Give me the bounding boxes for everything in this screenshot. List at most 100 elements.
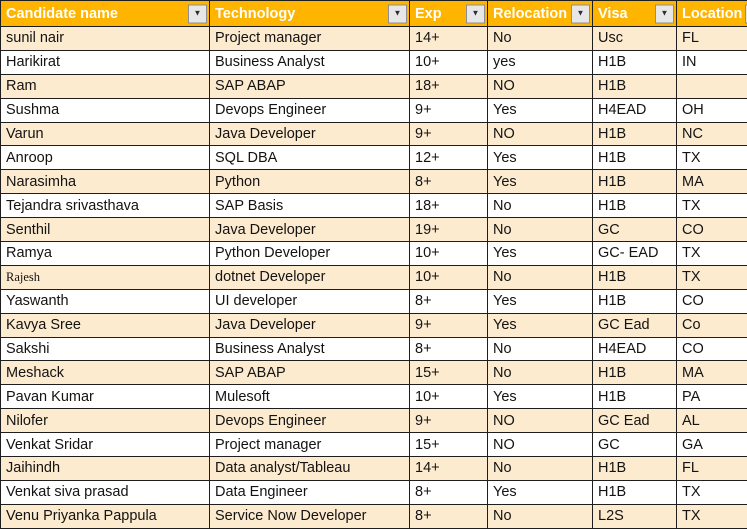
cell-exp[interactable]: 19+ xyxy=(409,217,488,243)
cell-visa[interactable]: GC xyxy=(592,217,677,243)
cell-exp[interactable]: 18+ xyxy=(409,193,488,219)
cell-relocation[interactable]: Yes xyxy=(487,145,593,171)
cell-exp[interactable]: 8+ xyxy=(409,503,488,529)
cell-visa[interactable]: H1B xyxy=(592,49,677,75)
cell-candidate[interactable]: Rajesh xyxy=(0,264,210,290)
cell-relocation[interactable]: Yes xyxy=(487,288,593,314)
cell-technology[interactable]: Java Developer xyxy=(209,217,410,243)
cell-location[interactable]: CO xyxy=(676,336,747,362)
cell-exp[interactable]: 15+ xyxy=(409,432,488,458)
cell-location[interactable]: CO xyxy=(676,217,747,243)
cell-visa[interactable]: Usc xyxy=(592,26,677,51)
cell-visa[interactable]: H4EAD xyxy=(592,97,677,123)
cell-location[interactable]: OH xyxy=(676,97,747,123)
cell-candidate[interactable]: Pavan Kumar xyxy=(0,384,210,410)
cell-exp[interactable]: 8+ xyxy=(409,479,488,505)
column-header-exp[interactable]: Exp ▼ xyxy=(409,0,488,27)
cell-candidate[interactable]: Sakshi xyxy=(0,336,210,362)
cell-visa[interactable]: L2S xyxy=(592,503,677,529)
cell-technology[interactable]: SAP ABAP xyxy=(209,360,410,386)
cell-relocation[interactable]: No xyxy=(487,193,593,219)
cell-exp[interactable]: 9+ xyxy=(409,408,488,434)
column-header-candidate[interactable]: Candidate name ▼ xyxy=(0,0,210,27)
cell-technology[interactable]: SAP Basis xyxy=(209,193,410,219)
cell-relocation[interactable]: Yes xyxy=(487,479,593,505)
cell-location[interactable]: IN xyxy=(676,49,747,75)
cell-location[interactable]: FL xyxy=(676,26,747,51)
cell-relocation[interactable]: No xyxy=(487,456,593,481)
cell-technology[interactable]: Devops Engineer xyxy=(209,408,410,434)
cell-location[interactable] xyxy=(676,73,747,99)
cell-relocation[interactable]: Yes xyxy=(487,312,593,338)
cell-visa[interactable]: H1B xyxy=(592,73,677,99)
cell-candidate[interactable]: Senthil xyxy=(0,217,210,243)
cell-exp[interactable]: 14+ xyxy=(409,26,488,51)
filter-dropdown-button[interactable]: ▼ xyxy=(388,4,407,23)
cell-technology[interactable]: Devops Engineer xyxy=(209,97,410,123)
cell-technology[interactable]: dotnet Developer xyxy=(209,264,410,290)
cell-exp[interactable]: 8+ xyxy=(409,169,488,195)
cell-exp[interactable]: 18+ xyxy=(409,73,488,99)
filter-dropdown-button[interactable]: ▼ xyxy=(571,4,590,23)
cell-location[interactable]: TX xyxy=(676,479,747,505)
cell-visa[interactable]: H1B xyxy=(592,264,677,290)
cell-candidate[interactable]: Kavya Sree xyxy=(0,312,210,338)
cell-technology[interactable]: Project manager xyxy=(209,432,410,458)
cell-technology[interactable]: Business Analyst xyxy=(209,49,410,75)
cell-visa[interactable]: H1B xyxy=(592,193,677,219)
cell-location[interactable]: TX xyxy=(676,193,747,219)
column-header-relocation[interactable]: Relocation ▼ xyxy=(487,0,593,27)
cell-exp[interactable]: 10+ xyxy=(409,241,488,266)
cell-candidate[interactable]: Nilofer xyxy=(0,408,210,434)
filter-dropdown-button[interactable]: ▼ xyxy=(745,4,747,23)
cell-location[interactable]: GA xyxy=(676,432,747,458)
cell-technology[interactable]: SQL DBA xyxy=(209,145,410,171)
cell-location[interactable]: MA xyxy=(676,169,747,195)
cell-location[interactable]: PA xyxy=(676,384,747,410)
cell-visa[interactable]: GC- EAD xyxy=(592,241,677,266)
cell-relocation[interactable]: NO xyxy=(487,408,593,434)
column-header-technology[interactable]: Technology ▼ xyxy=(209,0,410,27)
cell-location[interactable]: AL xyxy=(676,408,747,434)
cell-candidate[interactable]: Anroop xyxy=(0,145,210,171)
cell-visa[interactable]: H1B xyxy=(592,360,677,386)
cell-location[interactable]: TX xyxy=(676,145,747,171)
cell-location[interactable]: TX xyxy=(676,264,747,290)
cell-candidate[interactable]: Meshack xyxy=(0,360,210,386)
cell-visa[interactable]: GC Ead xyxy=(592,312,677,338)
cell-relocation[interactable]: yes xyxy=(487,49,593,75)
cell-relocation[interactable]: No xyxy=(487,264,593,290)
cell-technology[interactable]: Mulesoft xyxy=(209,384,410,410)
cell-exp[interactable]: 12+ xyxy=(409,145,488,171)
cell-candidate[interactable]: Venkat siva prasad xyxy=(0,479,210,505)
cell-relocation[interactable]: NO xyxy=(487,121,593,147)
filter-dropdown-button[interactable]: ▼ xyxy=(466,4,485,23)
cell-location[interactable]: TX xyxy=(676,241,747,266)
cell-technology[interactable]: SAP ABAP xyxy=(209,73,410,99)
cell-candidate[interactable]: Varun xyxy=(0,121,210,147)
cell-candidate[interactable]: Tejandra srivasthava xyxy=(0,193,210,219)
cell-exp[interactable]: 8+ xyxy=(409,336,488,362)
column-header-location[interactable]: Location▼ xyxy=(676,0,747,27)
cell-visa[interactable]: H1B xyxy=(592,384,677,410)
cell-technology[interactable]: Data Engineer xyxy=(209,479,410,505)
filter-dropdown-button[interactable]: ▼ xyxy=(655,4,674,23)
cell-relocation[interactable]: No xyxy=(487,26,593,51)
cell-relocation[interactable]: No xyxy=(487,336,593,362)
cell-visa[interactable]: H1B xyxy=(592,479,677,505)
cell-relocation[interactable]: No xyxy=(487,503,593,529)
cell-technology[interactable]: Python Developer xyxy=(209,241,410,266)
cell-location[interactable]: Co xyxy=(676,312,747,338)
cell-location[interactable]: MA xyxy=(676,360,747,386)
cell-visa[interactable]: H1B xyxy=(592,288,677,314)
cell-exp[interactable]: 10+ xyxy=(409,384,488,410)
cell-candidate[interactable]: Venkat Sridar xyxy=(0,432,210,458)
filter-dropdown-button[interactable]: ▼ xyxy=(188,4,207,23)
cell-relocation[interactable]: Yes xyxy=(487,97,593,123)
cell-relocation[interactable]: NO xyxy=(487,432,593,458)
cell-candidate[interactable]: Venu Priyanka Pappula xyxy=(0,503,210,529)
cell-relocation[interactable]: Yes xyxy=(487,241,593,266)
cell-location[interactable]: NC xyxy=(676,121,747,147)
cell-technology[interactable]: Service Now Developer xyxy=(209,503,410,529)
cell-relocation[interactable]: NO xyxy=(487,73,593,99)
